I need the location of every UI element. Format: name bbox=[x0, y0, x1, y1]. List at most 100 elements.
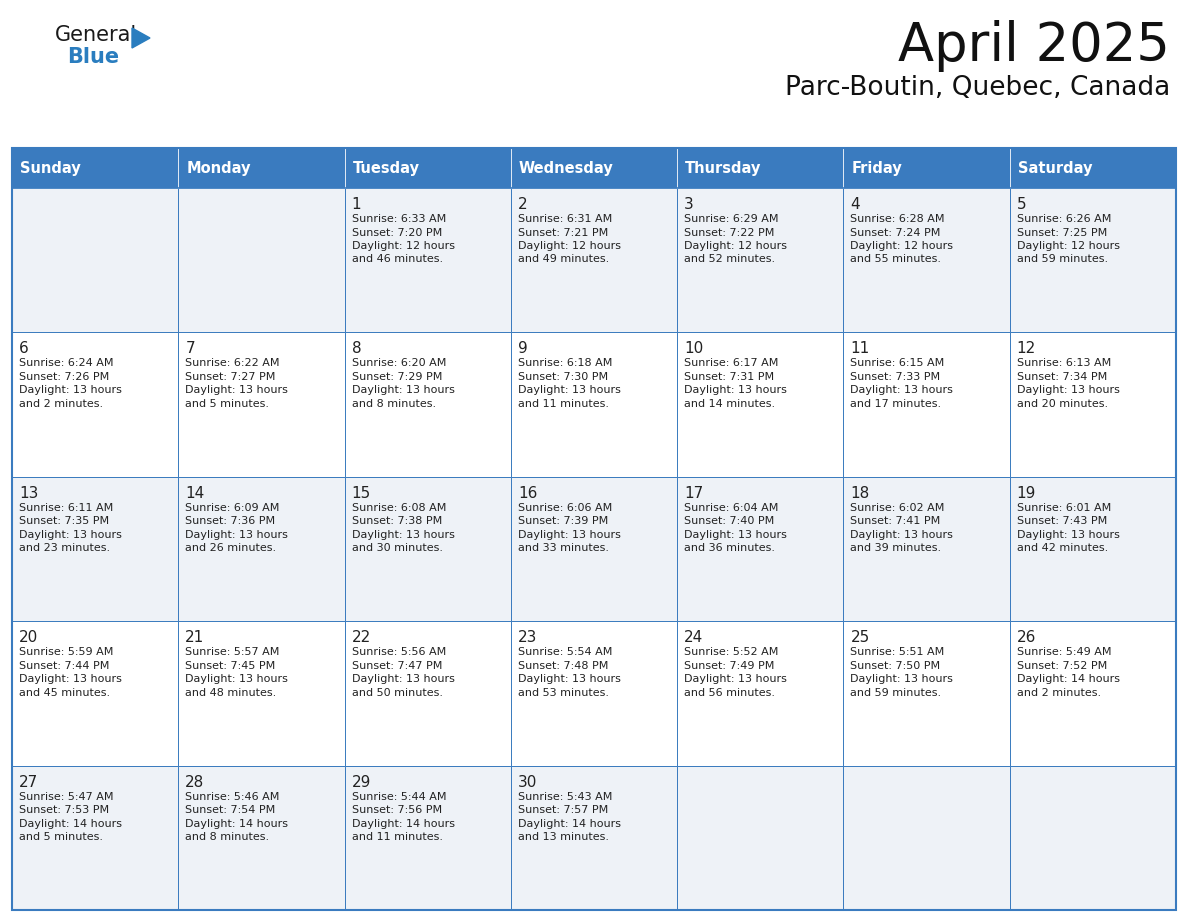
Text: 12: 12 bbox=[1017, 341, 1036, 356]
Text: Friday: Friday bbox=[852, 161, 902, 175]
Text: Sunset: 7:20 PM: Sunset: 7:20 PM bbox=[352, 228, 442, 238]
Bar bbox=[511, 332, 677, 476]
Text: Daylight: 14 hours: Daylight: 14 hours bbox=[185, 819, 289, 829]
Text: and 2 minutes.: and 2 minutes. bbox=[19, 399, 103, 409]
Text: Daylight: 13 hours: Daylight: 13 hours bbox=[19, 530, 122, 540]
Bar bbox=[178, 332, 345, 476]
Text: 16: 16 bbox=[518, 486, 537, 501]
Text: and 50 minutes.: and 50 minutes. bbox=[352, 688, 443, 698]
Text: Sunset: 7:33 PM: Sunset: 7:33 PM bbox=[851, 372, 941, 382]
Text: 21: 21 bbox=[185, 630, 204, 645]
Text: and 56 minutes.: and 56 minutes. bbox=[684, 688, 775, 698]
Text: Sunrise: 5:52 AM: Sunrise: 5:52 AM bbox=[684, 647, 778, 657]
Text: 20: 20 bbox=[19, 630, 38, 645]
Text: Sunset: 7:35 PM: Sunset: 7:35 PM bbox=[19, 516, 109, 526]
Text: 28: 28 bbox=[185, 775, 204, 789]
Text: and 59 minutes.: and 59 minutes. bbox=[1017, 254, 1108, 264]
Bar bbox=[677, 188, 843, 332]
Text: 13: 13 bbox=[19, 486, 38, 501]
Text: Sunrise: 6:11 AM: Sunrise: 6:11 AM bbox=[19, 503, 113, 513]
Text: and 55 minutes.: and 55 minutes. bbox=[851, 254, 941, 264]
Text: 19: 19 bbox=[1017, 486, 1036, 501]
Bar bbox=[178, 766, 345, 910]
Text: 4: 4 bbox=[851, 197, 860, 212]
Text: Sunset: 7:36 PM: Sunset: 7:36 PM bbox=[185, 516, 276, 526]
Bar bbox=[843, 476, 1010, 621]
Text: Sunrise: 5:46 AM: Sunrise: 5:46 AM bbox=[185, 791, 279, 801]
Text: Sunset: 7:52 PM: Sunset: 7:52 PM bbox=[1017, 661, 1107, 671]
Text: 18: 18 bbox=[851, 486, 870, 501]
Text: Sunrise: 5:44 AM: Sunrise: 5:44 AM bbox=[352, 791, 446, 801]
Text: and 11 minutes.: and 11 minutes. bbox=[518, 399, 609, 409]
Text: Sunrise: 5:54 AM: Sunrise: 5:54 AM bbox=[518, 647, 612, 657]
Text: Sunrise: 6:09 AM: Sunrise: 6:09 AM bbox=[185, 503, 279, 513]
Text: Daylight: 13 hours: Daylight: 13 hours bbox=[19, 386, 122, 396]
Text: Sunset: 7:38 PM: Sunset: 7:38 PM bbox=[352, 516, 442, 526]
Text: and 53 minutes.: and 53 minutes. bbox=[518, 688, 609, 698]
Text: 2: 2 bbox=[518, 197, 527, 212]
Text: 22: 22 bbox=[352, 630, 371, 645]
Text: and 30 minutes.: and 30 minutes. bbox=[352, 543, 443, 554]
Text: and 36 minutes.: and 36 minutes. bbox=[684, 543, 775, 554]
Text: Thursday: Thursday bbox=[685, 161, 762, 175]
Text: 9: 9 bbox=[518, 341, 527, 356]
Text: Daylight: 13 hours: Daylight: 13 hours bbox=[185, 530, 289, 540]
Text: Sunset: 7:29 PM: Sunset: 7:29 PM bbox=[352, 372, 442, 382]
Bar bbox=[1010, 148, 1176, 188]
Text: Sunset: 7:50 PM: Sunset: 7:50 PM bbox=[851, 661, 941, 671]
Text: Daylight: 12 hours: Daylight: 12 hours bbox=[1017, 241, 1120, 251]
Text: 29: 29 bbox=[352, 775, 371, 789]
Text: Daylight: 14 hours: Daylight: 14 hours bbox=[518, 819, 621, 829]
Text: Saturday: Saturday bbox=[1018, 161, 1092, 175]
Text: Sunrise: 6:29 AM: Sunrise: 6:29 AM bbox=[684, 214, 778, 224]
Text: Blue: Blue bbox=[67, 47, 119, 67]
Text: 23: 23 bbox=[518, 630, 537, 645]
Bar bbox=[345, 332, 511, 476]
Text: Daylight: 13 hours: Daylight: 13 hours bbox=[1017, 386, 1119, 396]
Text: Sunrise: 6:08 AM: Sunrise: 6:08 AM bbox=[352, 503, 446, 513]
Bar bbox=[1010, 621, 1176, 766]
Text: Sunset: 7:24 PM: Sunset: 7:24 PM bbox=[851, 228, 941, 238]
Text: Sunrise: 5:51 AM: Sunrise: 5:51 AM bbox=[851, 647, 944, 657]
Text: and 46 minutes.: and 46 minutes. bbox=[352, 254, 443, 264]
Text: Daylight: 13 hours: Daylight: 13 hours bbox=[185, 674, 289, 684]
Text: 10: 10 bbox=[684, 341, 703, 356]
Text: Sunset: 7:48 PM: Sunset: 7:48 PM bbox=[518, 661, 608, 671]
Text: Sunrise: 6:06 AM: Sunrise: 6:06 AM bbox=[518, 503, 612, 513]
Bar bbox=[511, 766, 677, 910]
Bar bbox=[511, 476, 677, 621]
Bar bbox=[178, 148, 345, 188]
Text: Daylight: 13 hours: Daylight: 13 hours bbox=[185, 386, 289, 396]
Text: 25: 25 bbox=[851, 630, 870, 645]
Bar bbox=[677, 476, 843, 621]
Text: Sunrise: 6:28 AM: Sunrise: 6:28 AM bbox=[851, 214, 944, 224]
Text: Sunset: 7:56 PM: Sunset: 7:56 PM bbox=[352, 805, 442, 815]
Text: Sunrise: 6:24 AM: Sunrise: 6:24 AM bbox=[19, 358, 114, 368]
Bar bbox=[12, 188, 178, 332]
Text: Daylight: 13 hours: Daylight: 13 hours bbox=[851, 386, 953, 396]
Text: and 33 minutes.: and 33 minutes. bbox=[518, 543, 609, 554]
Text: 11: 11 bbox=[851, 341, 870, 356]
Text: Sunset: 7:40 PM: Sunset: 7:40 PM bbox=[684, 516, 775, 526]
Bar bbox=[345, 766, 511, 910]
Text: Sunrise: 6:13 AM: Sunrise: 6:13 AM bbox=[1017, 358, 1111, 368]
Bar bbox=[677, 621, 843, 766]
Text: Daylight: 13 hours: Daylight: 13 hours bbox=[684, 386, 786, 396]
Text: Sunrise: 5:57 AM: Sunrise: 5:57 AM bbox=[185, 647, 279, 657]
Text: Sunrise: 5:47 AM: Sunrise: 5:47 AM bbox=[19, 791, 114, 801]
Text: Daylight: 12 hours: Daylight: 12 hours bbox=[684, 241, 788, 251]
Text: 15: 15 bbox=[352, 486, 371, 501]
Bar bbox=[677, 332, 843, 476]
Bar bbox=[12, 476, 178, 621]
Text: Sunset: 7:39 PM: Sunset: 7:39 PM bbox=[518, 516, 608, 526]
Text: Sunrise: 6:22 AM: Sunrise: 6:22 AM bbox=[185, 358, 280, 368]
Text: Sunset: 7:34 PM: Sunset: 7:34 PM bbox=[1017, 372, 1107, 382]
Bar bbox=[843, 621, 1010, 766]
Text: Sunrise: 5:56 AM: Sunrise: 5:56 AM bbox=[352, 647, 446, 657]
Text: April 2025: April 2025 bbox=[898, 20, 1170, 72]
Text: and 59 minutes.: and 59 minutes. bbox=[851, 688, 942, 698]
Text: 3: 3 bbox=[684, 197, 694, 212]
Text: and 11 minutes.: and 11 minutes. bbox=[352, 832, 443, 842]
Text: 8: 8 bbox=[352, 341, 361, 356]
Bar bbox=[12, 148, 178, 188]
